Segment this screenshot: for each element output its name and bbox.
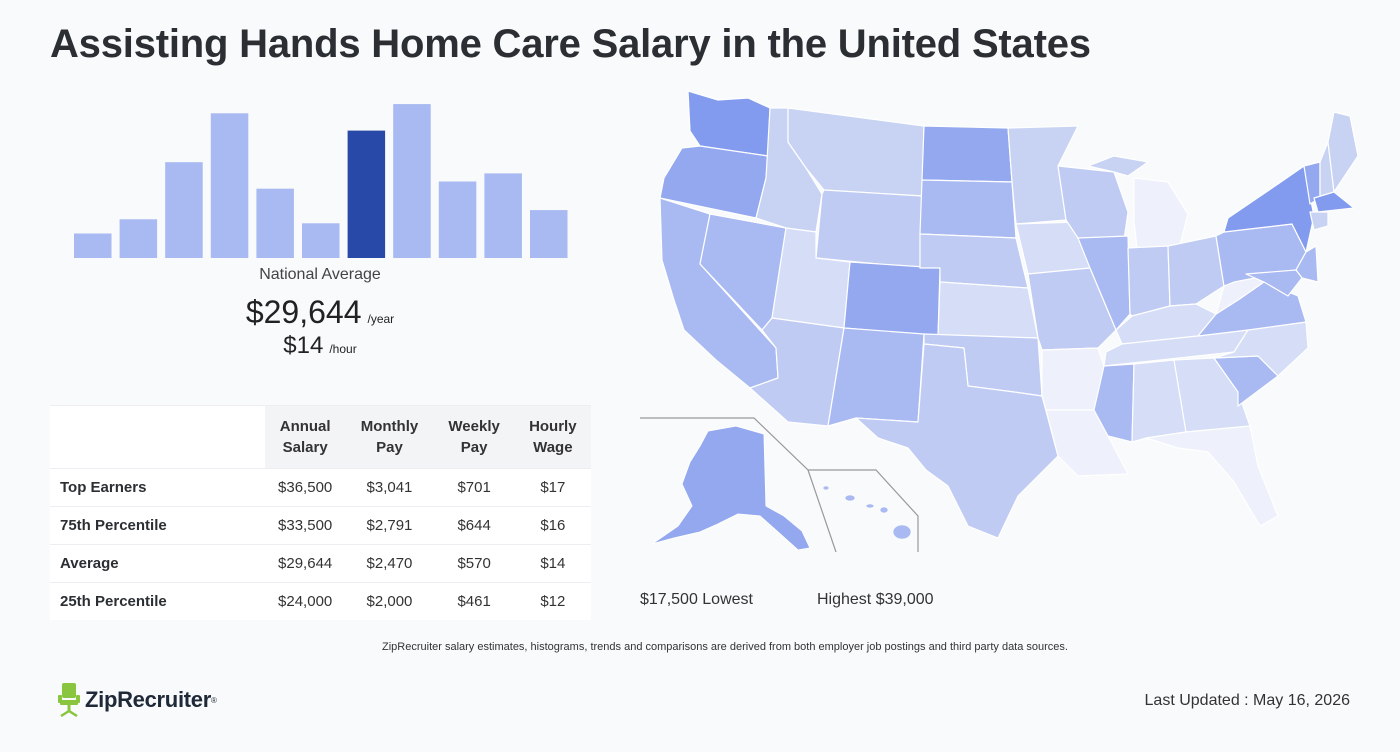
header-blank [50, 405, 265, 469]
state-illinois[interactable] [1077, 235, 1131, 331]
data-source-disclaimer: ZipRecruiter salary estimates, histogram… [382, 641, 1068, 653]
annual-cell: $33,500 [265, 506, 346, 545]
header-hourly-wage: Hourly Wage [514, 405, 591, 469]
monthly-cell: $3,041 [345, 468, 434, 507]
monthly-cell: $2,470 [345, 544, 434, 583]
row-label: 75th Percentile [50, 506, 265, 545]
monthly-cell: $2,791 [345, 506, 434, 545]
state-michigan-upper[interactable] [1087, 155, 1149, 177]
annual-amount: $29,644 [245, 294, 362, 330]
state-alaska[interactable] [651, 425, 811, 551]
legend-highest-label: Highest $39,000 [817, 591, 934, 608]
histogram-bar [530, 210, 568, 258]
table-header-row: Annual Salary Monthly Pay Weekly Pay Hourly… [50, 405, 591, 469]
histogram-bar [438, 181, 477, 258]
brand-name: ZipRecruiter [85, 687, 211, 712]
monthly-cell: $2,000 [345, 582, 434, 620]
table-row: Top Earners $36,500 $3,041 $701 $17 [50, 468, 591, 507]
last-updated: Last Updated : May 16, 2026 [1144, 692, 1350, 709]
legend-lowest-label: $17,500 Lowest [640, 591, 753, 608]
weekly-cell: $701 [433, 468, 515, 507]
weekly-cell: $461 [433, 582, 515, 620]
salary-table: Annual Salary Monthly Pay Weekly Pay Hourly… [50, 405, 591, 620]
state-florida[interactable] [1145, 425, 1279, 527]
weekly-cell: $644 [433, 506, 515, 545]
histogram-bar [210, 113, 249, 258]
hawaii-inset-border [808, 469, 919, 552]
hourly-cell: $12 [514, 582, 591, 620]
state-connecticut[interactable] [1309, 211, 1329, 231]
national-average-label: National Average [259, 266, 381, 283]
annual-unit: /year [367, 312, 395, 326]
us-salary-map [640, 90, 1358, 553]
histogram-bar-national-average [347, 130, 386, 258]
hourly-average: $14/hour [50, 332, 590, 360]
row-label: Top Earners [50, 468, 265, 507]
state-wyoming[interactable] [815, 189, 923, 269]
hourly-cell: $14 [514, 544, 591, 583]
state-new-jersey[interactable] [1295, 245, 1319, 283]
state-colorado[interactable] [843, 261, 941, 337]
chair-icon [58, 683, 80, 717]
state-indiana[interactable] [1127, 245, 1171, 317]
histogram-bar [302, 223, 340, 258]
state-new-york[interactable] [1223, 165, 1315, 253]
hourly-unit: /hour [329, 342, 357, 356]
table-row: Average $29,644 $2,470 $570 $14 [50, 544, 591, 583]
hourly-cell: $17 [514, 468, 591, 507]
state-new-mexico[interactable] [827, 327, 925, 427]
alaska-inset-border [640, 417, 837, 553]
state-mississippi[interactable] [1093, 363, 1135, 443]
ziprecruiter-logo[interactable]: ZipRecruiter ® [58, 683, 217, 717]
table-row: 75th Percentile $33,500 $2,791 $644 $16 [50, 506, 591, 545]
state-south-dakota[interactable] [919, 179, 1017, 239]
row-label: 25th Percentile [50, 582, 265, 620]
header-monthly-pay: Monthly Pay [345, 405, 434, 469]
row-label: Average [50, 544, 265, 583]
state-maine[interactable] [1327, 111, 1358, 193]
annual-cell: $24,000 [265, 582, 346, 620]
header-annual-salary: Annual Salary [265, 405, 346, 469]
histogram-bar [165, 162, 203, 258]
state-texas[interactable] [855, 343, 1059, 539]
state-massachusetts[interactable] [1313, 191, 1355, 213]
state-hawaii[interactable] [822, 485, 912, 540]
annual-cell: $29,644 [265, 544, 346, 583]
histogram-bar [256, 188, 294, 258]
histogram-bar [393, 104, 431, 258]
histogram-bar [484, 173, 522, 258]
hourly-amount: $14 [283, 332, 324, 359]
salary-histogram [74, 104, 568, 258]
histogram-bar [74, 233, 112, 258]
hourly-cell: $16 [514, 506, 591, 545]
weekly-cell: $570 [433, 544, 515, 583]
annual-average: $29,644/year [50, 294, 590, 331]
page-title: Assisting Hands Home Care Salary in the … [50, 22, 1091, 66]
annual-cell: $36,500 [265, 468, 346, 507]
header-weekly-pay: Weekly Pay [433, 405, 515, 469]
state-kansas[interactable] [937, 281, 1039, 339]
brand-registered-mark: ® [210, 695, 217, 705]
table-row: 25th Percentile $24,000 $2,000 $461 $12 [50, 582, 591, 620]
histogram-bar [119, 219, 158, 258]
state-maryland[interactable] [1245, 269, 1303, 297]
state-georgia[interactable] [1173, 357, 1251, 433]
state-north-dakota[interactable] [921, 125, 1013, 183]
state-ohio[interactable] [1167, 235, 1225, 307]
